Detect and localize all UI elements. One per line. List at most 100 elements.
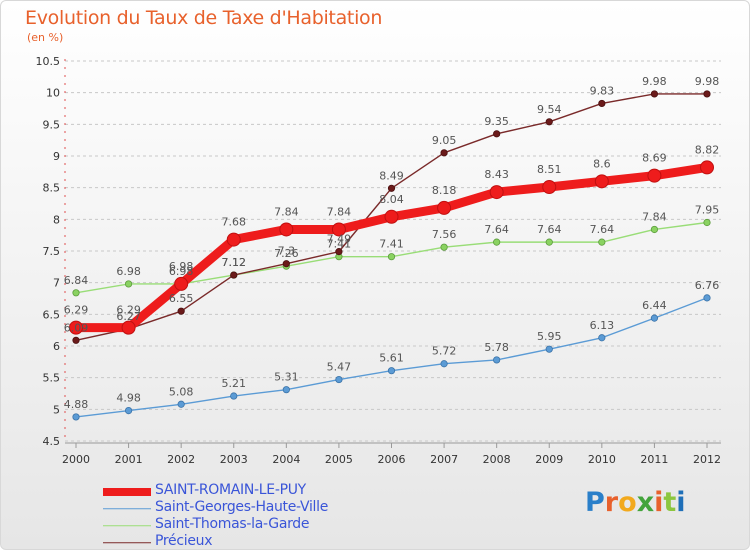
x-tick-label: 2002 [167, 453, 195, 466]
y-tick-label: 9 [53, 150, 60, 163]
y-tick-label: 6 [53, 340, 60, 353]
data-label: 5.95 [537, 330, 562, 343]
data-point [335, 248, 343, 256]
data-point [650, 314, 659, 322]
data-point [703, 218, 711, 227]
data-label: 8.43 [484, 168, 509, 181]
logo-letter: x [636, 487, 655, 518]
logo-letter: o [618, 487, 637, 518]
data-label: 7.64 [484, 223, 509, 236]
data-label: 7.95 [695, 204, 720, 217]
data-point [121, 320, 136, 335]
data-point [72, 336, 80, 344]
data-label: 7.56 [432, 228, 457, 241]
data-label: 5.61 [379, 352, 404, 365]
data-point [226, 232, 241, 247]
legend-swatch [103, 507, 151, 510]
series-2 [72, 218, 711, 297]
y-tick-label: 4.5 [43, 435, 61, 448]
x-tick-label: 2012 [693, 453, 721, 466]
data-point [594, 174, 609, 189]
data-label: 6.84 [64, 274, 89, 287]
data-label: 9.35 [484, 115, 509, 128]
data-point [700, 160, 714, 175]
y-tick-label: 7 [53, 277, 60, 290]
proxiti-logo: Proxiti [585, 487, 686, 518]
data-point [598, 334, 606, 342]
data-point [331, 222, 346, 237]
data-label: 7.84 [642, 210, 667, 223]
data-point [72, 413, 80, 421]
data-label: 4.98 [116, 392, 141, 405]
data-point [493, 130, 501, 138]
legend-label: Saint-Thomas-la-Garde [155, 516, 310, 532]
data-label: 5.21 [222, 377, 247, 390]
data-point [335, 375, 343, 384]
data-point [703, 294, 711, 302]
data-label: 8.82 [695, 143, 720, 156]
legend-label: Saint-Georges-Haute-Ville [155, 499, 329, 515]
data-label: 8.6 [593, 157, 611, 170]
data-point [124, 406, 133, 415]
x-tick-label: 2011 [640, 453, 668, 466]
data-label: 6.09 [64, 321, 89, 334]
data-label: 7.41 [327, 238, 352, 251]
logo-letter: i [676, 487, 686, 518]
data-label: 8.04 [379, 193, 404, 206]
x-tick-label: 2003 [220, 453, 248, 466]
legend-label: Précieux [155, 533, 213, 549]
data-label: 7.41 [379, 238, 404, 251]
data-label: 7.64 [590, 223, 615, 236]
data-point [279, 222, 294, 237]
data-point [387, 367, 396, 375]
data-label: 5.72 [432, 345, 457, 358]
legend-swatch [103, 541, 151, 544]
data-point [282, 386, 290, 394]
y-tick-label: 5.5 [43, 372, 61, 385]
data-label: 7.12 [222, 256, 247, 269]
x-tick-label: 2006 [378, 453, 406, 466]
data-point [650, 225, 659, 234]
data-label: 8.49 [379, 169, 404, 182]
data-label: 6.44 [642, 299, 667, 312]
chart-title: Evolution du Taux de Taxe d'Habitation [25, 7, 383, 29]
data-label: 7.64 [537, 223, 562, 236]
data-point [598, 99, 606, 108]
x-tick-label: 2008 [483, 453, 511, 466]
data-label: 9.98 [695, 75, 720, 88]
x-tick-label: 2001 [115, 453, 143, 466]
data-label: 8.51 [537, 163, 562, 176]
data-point [440, 360, 448, 368]
data-point [545, 118, 553, 126]
data-label: 7.68 [222, 216, 247, 229]
x-tick-label: 2010 [588, 453, 616, 466]
legend-swatch [103, 487, 151, 496]
labels-1: 4.88 4.98 5.08 5.21 5.31 5.47 5.61 5.72 5.78 5.95… [64, 279, 720, 411]
y-tick-label: 10.5 [36, 55, 61, 68]
data-point [545, 238, 553, 246]
data-point [282, 260, 290, 268]
series-0 [69, 160, 714, 335]
labels-2: 6.846.98 6.987.127.267.41 7.417.56 7.64 7.64… [64, 204, 720, 287]
data-point [230, 271, 238, 279]
data-point [493, 356, 501, 364]
data-point [437, 200, 452, 215]
data-point [440, 149, 448, 157]
y-tick-label: 7.5 [43, 245, 61, 258]
data-point [542, 180, 557, 195]
data-label: 6.98 [169, 265, 194, 278]
data-label: 5.78 [484, 341, 509, 354]
legend-label: SAINT-ROMAIN-LE-PUY [155, 482, 306, 498]
data-label: 7.26 [274, 247, 299, 260]
data-point [493, 238, 501, 246]
data-label: 9.05 [432, 134, 457, 147]
data-point [69, 320, 83, 335]
data-point [72, 289, 80, 297]
labels-3: 6.09 6.27 6.55 7.12 7.3 7.49 8.49 9.05 9.35 9.54 9… [64, 75, 720, 334]
data-label: 6.13 [590, 319, 615, 332]
data-point [545, 345, 553, 353]
y-tick-label: 9.5 [43, 118, 61, 131]
series-1 [72, 294, 711, 421]
